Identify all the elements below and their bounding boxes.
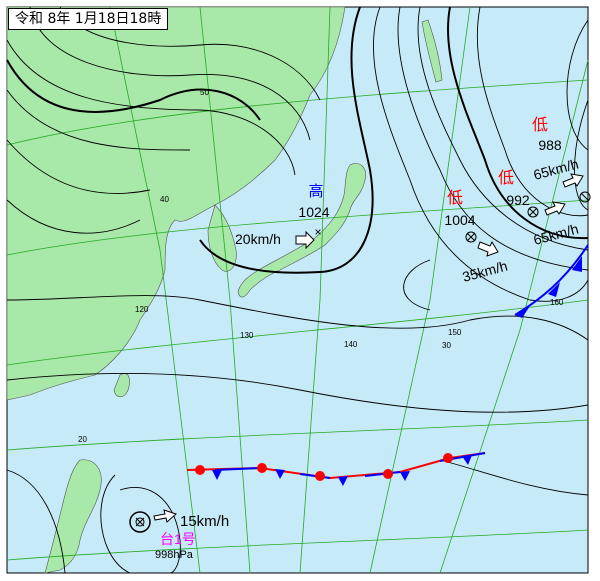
high-center-x-icon: × <box>314 225 321 239</box>
isobars <box>6 6 589 574</box>
typhoon-speed: 15km/h <box>180 513 229 530</box>
high-symbol: 高 <box>308 183 323 200</box>
low-2-symbol: 低 <box>498 169 514 187</box>
grid-label-lat-50: 50 <box>200 88 209 97</box>
typhoon-center-icon <box>129 511 151 533</box>
grid-label-lon-130: 130 <box>240 331 254 340</box>
grid-label-lon-150: 150 <box>448 328 462 337</box>
cold-front <box>514 244 589 318</box>
grid-label-lon-120: 120 <box>135 305 149 314</box>
low-1-symbol: 低 <box>447 189 463 207</box>
land-taiwan <box>113 373 130 398</box>
high-pressure: 1024 <box>298 204 329 220</box>
map-title: 令和 8年 1月18日18時 <box>8 8 169 30</box>
high-speed: 20km/h <box>235 231 281 247</box>
grid-label-lat-40: 40 <box>160 195 169 204</box>
low-3-symbol: 低 <box>532 116 548 134</box>
land-sakhalin <box>421 19 443 83</box>
typhoon-pressure: 998hPa <box>155 549 194 561</box>
low-1-pressure: 1004 <box>444 212 475 228</box>
typhoon-name: 台1号 <box>160 531 196 547</box>
grid-label-lat-30: 30 <box>442 341 451 350</box>
typhoon-movement-arrow-icon <box>153 509 177 523</box>
low-movement-arrow-icons <box>477 173 584 257</box>
low-3-pressure: 988 <box>538 137 562 153</box>
grid-label-lon-160: 160 <box>550 298 564 307</box>
low-2-pressure: 992 <box>506 192 530 208</box>
stationary-front <box>186 452 486 486</box>
grid-label-lat-20: 20 <box>78 435 87 444</box>
land-japan <box>237 163 366 298</box>
grid-label-lon-140: 140 <box>344 340 358 349</box>
lat-lon-grid <box>6 6 589 574</box>
high-movement-arrow-icon <box>295 230 315 250</box>
low-center-icons <box>465 191 591 243</box>
land-philippines <box>44 459 102 574</box>
